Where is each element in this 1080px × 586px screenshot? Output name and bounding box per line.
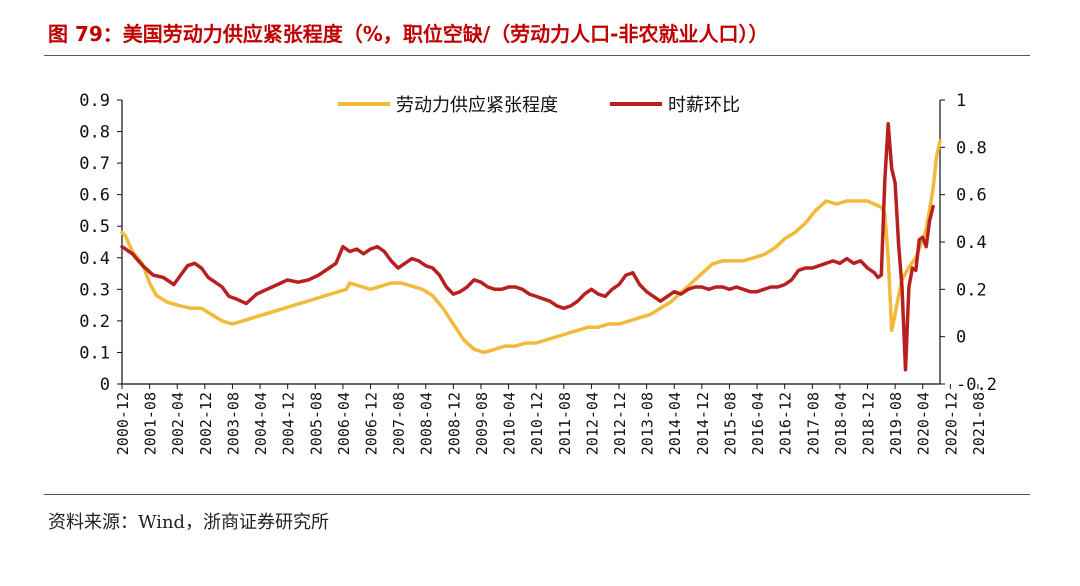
x-tick-label: 2001-08 [142, 392, 160, 455]
y-left-tick-label: 0.7 [79, 154, 110, 174]
x-tick-label: 2011-08 [556, 392, 574, 455]
x-tick-label: 2016-04 [749, 392, 767, 455]
x-tick-label: 2008-04 [418, 392, 436, 455]
x-tick-label: 2012-12 [611, 392, 629, 455]
x-tick-label: 2002-12 [197, 392, 215, 455]
x-tick-label: 2013-08 [639, 392, 657, 455]
x-tick-label: 2007-08 [390, 392, 408, 455]
x-tick-label: 2010-12 [528, 392, 546, 455]
y-left-tick-label: 0.9 [79, 91, 110, 111]
y-right-tick-label: 1 [956, 91, 966, 111]
x-tick-label: 2017-08 [804, 392, 822, 455]
figure-title: 图 79：美国劳动力供应紧张程度（%，职位空缺/（劳动力人口-非农就业人口）） [48, 22, 769, 46]
x-tick-label: 2002-04 [169, 392, 187, 455]
x-tick-label: 2018-12 [860, 392, 878, 455]
x-tick-label: 2008-12 [445, 392, 463, 455]
legend-label: 劳动力供应紧张程度 [396, 95, 558, 116]
x-tick-label: 2016-12 [777, 392, 795, 455]
x-tick-label: 2019-08 [887, 392, 905, 455]
x-tick-label: 2014-04 [666, 392, 684, 455]
y-right-tick-label: -0.2 [956, 375, 997, 395]
x-tick-label: 2009-08 [473, 392, 491, 455]
axes: 0 0.1 0.2 0.3 0.4 0.5 0.6 0.7 0.8 0.9 -0.2 0 0.2 0.4 0… [79, 91, 997, 455]
legend-label: 时薪环比 [668, 95, 740, 116]
line-chart: 0 0.1 0.2 0.3 0.4 0.5 0.6 0.7 0.8 0.9 -0.2 0 0.2 0.4 0… [79, 91, 997, 455]
title-divider [44, 55, 1030, 56]
series-line-labor-tightness [120, 139, 942, 355]
y-left-tick-label: 0.2 [79, 312, 110, 332]
y-left-tick-label: 0 [100, 375, 110, 395]
x-tick-label: 2014-12 [694, 392, 712, 455]
x-tick-label: 2006-04 [335, 392, 353, 455]
x-tick-label: 2018-04 [832, 392, 850, 455]
x-tick-label: 2012-04 [583, 392, 601, 455]
x-tick-label: 2021-08 [970, 392, 988, 455]
y-right-tick-label: 0.8 [956, 138, 987, 158]
y-left-tick-label: 0.3 [79, 280, 110, 300]
x-tick-label: 2010-04 [501, 392, 519, 455]
y-left-tick-label: 0.4 [79, 249, 110, 269]
x-tick-label: 2004-12 [280, 392, 298, 455]
source-divider [44, 494, 1030, 495]
x-tick-label: 2020-04 [915, 392, 933, 455]
source-note: 资料来源：Wind，浙商证券研究所 [48, 512, 330, 533]
x-tick-label: 2005-08 [307, 392, 325, 455]
y-left-tick-label: 0.1 [79, 343, 110, 363]
plot-area [120, 121, 942, 372]
y-right-tick-label: 0.2 [956, 280, 987, 300]
x-tick-label: 2006-12 [363, 392, 381, 455]
y-right-tick-label: 0.6 [956, 186, 987, 206]
y-left-tick-label: 0.6 [79, 186, 110, 206]
x-tick-label: 2015-08 [721, 392, 739, 455]
x-tick-label: 2020-12 [942, 392, 960, 455]
y-left-tick-label: 0.5 [79, 217, 110, 237]
x-tick-label: 2003-08 [224, 392, 242, 455]
y-left-tick-label: 0.8 [79, 123, 110, 143]
y-right-tick-label: 0.4 [956, 233, 987, 253]
x-tick-label: 2000-12 [114, 392, 132, 455]
series-line-hourly-wage-mom [120, 121, 935, 372]
x-tick-label: 2004-04 [252, 392, 270, 455]
legend: 劳动力供应紧张程度 时薪环比 [338, 95, 740, 116]
y-right-tick-label: 0 [956, 328, 966, 348]
